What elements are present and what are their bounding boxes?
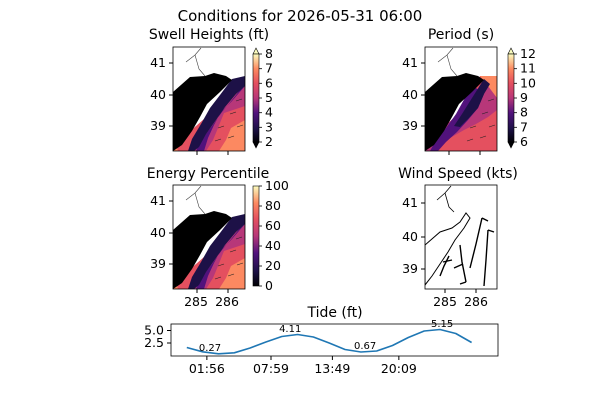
period-frame <box>424 46 498 152</box>
period-cbar-tick-11: 11 <box>520 61 536 76</box>
period-cbar-tick-8: 8 <box>520 105 528 120</box>
period-cbar-tick-9: 9 <box>520 90 528 105</box>
figure-title: Conditions for 2026-05-31 06:00 <box>178 7 423 25</box>
energy-y-tick-39: 39 <box>150 256 166 271</box>
tide-plot-area: 0.274.110.675.155.02.501:56 07:59 13:49 20:… <box>144 319 472 376</box>
period-title: Period (s) <box>428 27 494 43</box>
energy-field-near <box>196 224 245 289</box>
swell-cbar-tick-8: 8 <box>265 46 273 61</box>
tide-title: Tide (ft) <box>306 305 362 321</box>
energy-cbar-tick-60: 60 <box>265 218 281 233</box>
swell-cbar-tick-6: 6 <box>265 75 273 90</box>
energy-x-tick-286: 286 <box>215 294 239 309</box>
energy-land-mask <box>173 211 232 289</box>
tide-extreme-label: 0.67 <box>354 341 376 352</box>
swell-cbar-tick-7: 7 <box>265 61 273 76</box>
energy-cbar-tick-20: 20 <box>265 258 281 273</box>
tide-series-line <box>186 328 472 355</box>
period-y-tick-39: 39 <box>402 118 418 133</box>
energy-y-ticks: 41 40 39 <box>150 193 173 271</box>
energy-direction-arrows <box>214 236 244 280</box>
wind-coastline-north <box>444 192 455 213</box>
energy-coastline-north <box>194 192 206 215</box>
swell-cbar-tick-5: 5 <box>265 90 273 105</box>
energy-cbar-tick-100: 100 <box>265 178 289 193</box>
period-colorbar: 12 11 10 9 8 7 6 <box>507 46 536 149</box>
energy-y-tick-41: 41 <box>150 193 166 208</box>
swell-cbar-tick-2: 2 <box>265 134 273 149</box>
wind-y-tick-41: 41 <box>402 195 418 210</box>
swell-heights-y-tick-41: 41 <box>150 55 166 70</box>
wind-x-tick-286: 286 <box>464 294 488 309</box>
tide-x-tick-label: 20:09 <box>381 361 417 376</box>
tide-x-tick-label: 13:49 <box>314 361 350 376</box>
energy-cbar-tick-0: 0 <box>265 278 273 293</box>
wind-title: Wind Speed (kts) <box>398 166 518 182</box>
tide-x-tick-label: 07:59 <box>253 361 289 376</box>
period-cbar-tick-12: 12 <box>520 46 536 61</box>
tide-y-tick-label: 2.5 <box>144 335 164 350</box>
tide-frame <box>170 323 499 357</box>
tide-extreme-label: 4.11 <box>279 324 301 335</box>
energy-y-tick-40: 40 <box>150 225 166 240</box>
energy-frame <box>172 184 246 290</box>
swell-heights-y-ticks: 41 40 39 <box>150 55 173 133</box>
swell-field-near <box>196 86 245 151</box>
swell-field-coastal <box>188 76 245 151</box>
swell-cbar-tick-4: 4 <box>265 105 273 120</box>
tide-extreme-label: 0.27 <box>199 343 221 354</box>
tide-x-tick-label: 01:56 <box>189 361 225 376</box>
energy-x-ticks: 285 286 <box>184 289 239 309</box>
wind-land-outline <box>425 212 471 286</box>
period-direction-arrows <box>466 98 496 142</box>
wind-panel: Wind Speed (kts) 41 40 39 <box>398 166 518 309</box>
period-y-ticks: 41 40 39 <box>402 55 425 133</box>
wind-barbs <box>439 217 495 287</box>
period-panel: Period (s) 41 40 39 <box>402 27 536 155</box>
energy-colorbar: 100 80 60 40 20 0 <box>252 178 289 293</box>
coastline-north <box>194 54 206 77</box>
swell-cbar-tick-3: 3 <box>265 119 273 134</box>
swell-heights-y-tick-40: 40 <box>150 87 166 102</box>
energy-x-tick-285: 285 <box>184 294 208 309</box>
wind-y-tick-40: 40 <box>402 229 418 244</box>
wind-x-ticks: 285 286 <box>433 289 488 309</box>
energy-panel: Energy Percentile 41 40 39 <box>147 166 289 309</box>
swell-direction-arrows <box>214 98 244 142</box>
swell-heights-panel: Swell Heights (ft) 41 40 39 <box>149 27 273 155</box>
wind-y-tick-39: 39 <box>402 261 418 276</box>
land-mask <box>173 73 232 151</box>
tide-panel: Tide (ft) 0.274.110.675.155.02.501:56 07:… <box>144 305 499 376</box>
period-cbar-tick-10: 10 <box>520 75 536 90</box>
period-land-mask <box>425 73 484 151</box>
period-cbar-tick-7: 7 <box>520 119 528 134</box>
period-coastline-north <box>446 54 458 77</box>
period-field-upper <box>480 76 497 98</box>
swell-heights-colorbar: 8 7 6 5 4 3 2 <box>252 46 273 149</box>
energy-title: Energy Percentile <box>147 166 270 182</box>
wind-x-tick-285: 285 <box>433 294 457 309</box>
swell-heights-title: Swell Heights (ft) <box>149 27 269 43</box>
tide-y-tick-label: 5.0 <box>144 323 164 338</box>
energy-cbar-tick-40: 40 <box>265 238 281 253</box>
energy-cbar-tick-80: 80 <box>265 198 281 213</box>
period-y-tick-41: 41 <box>402 55 418 70</box>
wind-y-ticks: 41 40 39 <box>402 195 425 276</box>
swell-heights-frame <box>172 46 246 152</box>
swell-heights-y-tick-39: 39 <box>150 118 166 133</box>
period-cbar-tick-6: 6 <box>520 134 528 149</box>
period-y-tick-40: 40 <box>402 87 418 102</box>
energy-field-coastal <box>188 214 245 289</box>
period-field-near <box>454 79 490 127</box>
